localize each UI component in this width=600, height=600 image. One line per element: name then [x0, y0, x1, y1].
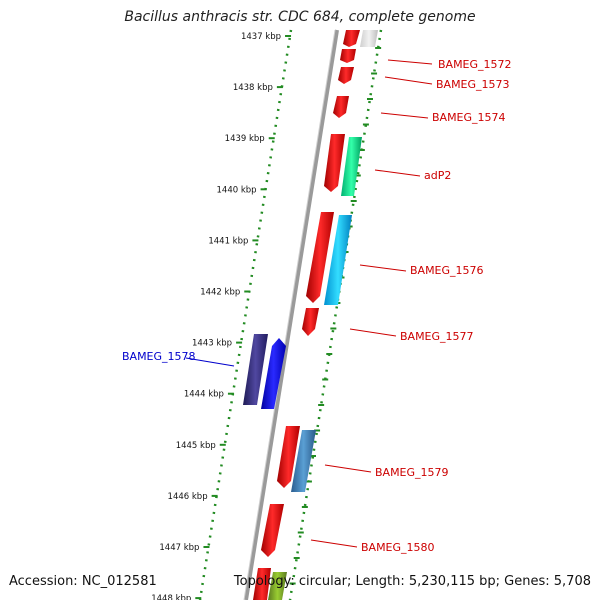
topology-label: Topology: circular; Length: 5,230,115 bp… — [233, 574, 591, 589]
label-adp2[interactable]: adP2 — [424, 169, 451, 182]
gene-bameg-1577[interactable] — [302, 308, 319, 336]
gene-bameg-1574[interactable] — [333, 96, 349, 118]
gene-bameg-1572[interactable] — [343, 30, 360, 47]
label-bameg-1576[interactable]: BAMEG_1576 — [410, 264, 484, 277]
scale-tick-label: 1445 kbp — [176, 441, 216, 451]
gene-bottom-olive[interactable] — [268, 572, 287, 600]
scale-tick-label: 1441 kbp — [208, 236, 248, 246]
gene-bottom-red[interactable] — [253, 568, 271, 600]
gene-red-1441[interactable] — [306, 212, 334, 303]
label-bameg-1578[interactable]: BAMEG_1578 — [122, 350, 196, 363]
label-bameg-1580[interactable]: BAMEG_1580 — [361, 541, 435, 554]
label-bameg-1573[interactable]: BAMEG_1573 — [436, 78, 510, 91]
genome-backbone-highlight — [243, 29, 336, 600]
callout-bameg-1578 — [185, 357, 235, 367]
scale-tick-label: 1443 kbp — [192, 339, 232, 349]
callout-bameg-1574 — [380, 112, 429, 119]
label-bameg-1572[interactable]: BAMEG_1572 — [438, 58, 512, 71]
callout-bameg-1577 — [349, 328, 397, 337]
scale-tick-label: 1439 kbp — [225, 134, 265, 144]
outer-scale-line — [198, 29, 293, 600]
gene-red-1445[interactable] — [277, 426, 300, 488]
callout-bameg-1576 — [359, 264, 407, 272]
inner-scale-line — [288, 29, 383, 600]
gene-bameg-1576[interactable] — [324, 215, 352, 305]
tick-group: 1437 kbp 1438 kbp 1439 kbp 1440 kbp 1441 kbp… — [151, 32, 292, 600]
callout-adp2 — [374, 169, 421, 177]
scale-tick-label: 1446 kbp — [168, 492, 208, 502]
scale-tick-label: 1442 kbp — [200, 288, 240, 298]
callout-bameg-1579 — [324, 464, 372, 473]
scale-tick-label: 1448 kbp — [151, 594, 191, 600]
gene-bameg-1580[interactable] — [261, 504, 284, 557]
scale-tick-label: 1444 kbp — [184, 390, 224, 400]
callout-bameg-1580 — [310, 539, 358, 548]
gene-bameg-1578[interactable] — [261, 338, 286, 409]
scale-tick-label: 1438 kbp — [233, 83, 273, 93]
accession-label: Accession: NC_012581 — [9, 574, 157, 589]
gene-bameg-1572-b[interactable] — [340, 49, 356, 63]
gene-bameg-1573[interactable] — [338, 67, 354, 84]
label-bameg-1577[interactable]: BAMEG_1577 — [400, 330, 474, 343]
gene-bameg-1578-navy[interactable] — [243, 334, 268, 405]
map-title: Bacillus anthracis str. CDC 684, complet… — [124, 9, 476, 25]
label-bameg-1574[interactable]: BAMEG_1574 — [432, 111, 506, 124]
genome-backbone — [244, 29, 339, 600]
gene-red-1439[interactable] — [324, 134, 345, 192]
callout-bameg-1573 — [384, 76, 433, 85]
scale-tick-label: 1437 kbp — [241, 32, 281, 42]
label-bameg-1579[interactable]: BAMEG_1579 — [375, 466, 449, 479]
gene-adp2[interactable] — [341, 137, 362, 196]
callout-bameg-1572 — [387, 59, 433, 65]
scale-tick-label: 1447 kbp — [159, 543, 199, 553]
scale-tick-label: 1440 kbp — [217, 185, 257, 195]
gene-top-gray[interactable] — [360, 30, 378, 47]
gene-bameg-1579[interactable] — [291, 430, 316, 492]
